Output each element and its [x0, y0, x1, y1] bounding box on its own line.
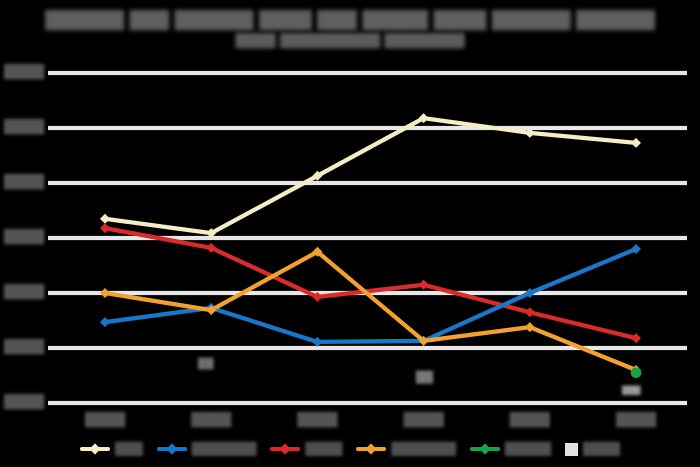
series-4-orange-marker	[524, 322, 535, 333]
series-1-cream-marker	[100, 213, 110, 224]
series-4-orange-marker	[100, 288, 110, 298]
series-3-red-marker	[631, 333, 641, 344]
series-3-red-line	[102, 225, 639, 341]
y-tick-label: ████	[4, 175, 44, 190]
legend-label: ████	[583, 442, 620, 456]
series-3-red-marker	[524, 307, 535, 318]
legend-item: ███	[80, 442, 143, 456]
legend-label: ███████	[191, 442, 257, 456]
series-4-orange-marker	[206, 305, 217, 316]
legend-item: ████	[565, 442, 620, 456]
series-1-cream-marker	[631, 137, 641, 148]
x-tick-label: ████	[509, 413, 550, 428]
legend-line-diamond-swatch	[270, 447, 301, 451]
annotation-blob: ██	[416, 371, 433, 384]
annotation-blob: ███	[622, 386, 641, 395]
legend-label: ███	[115, 442, 143, 456]
series-1-cream-marker	[206, 228, 217, 239]
y-tick-label: ████	[4, 230, 44, 245]
y-tick-label: ████	[4, 65, 44, 80]
legend-label: ███████	[391, 442, 456, 456]
gridline	[48, 70, 687, 76]
series-1-cream-marker	[418, 113, 429, 124]
x-tick-label: ████	[403, 413, 444, 428]
legend-line-diamond-swatch	[156, 447, 187, 451]
legend-line-diamond-swatch	[356, 447, 387, 451]
y-tick-label: ████	[4, 285, 44, 300]
series-3-red-marker	[312, 291, 323, 302]
x-tick-label: ████	[191, 413, 232, 428]
x-tick-label: ████	[297, 413, 338, 428]
legend-item: ███████	[356, 442, 456, 456]
series-4-orange-line	[102, 249, 639, 373]
x-tick-label: ████	[85, 413, 125, 428]
gridline	[48, 400, 687, 406]
series-3-red-marker	[100, 223, 110, 234]
series-3-red-marker	[418, 279, 429, 290]
y-tick-label: ████	[4, 395, 44, 410]
legend-line-diamond-swatch	[80, 447, 111, 451]
gridline	[48, 235, 687, 241]
legend-label: ████	[305, 442, 343, 456]
legend-label: █████	[504, 442, 552, 456]
series-5-green-point	[630, 367, 642, 379]
annotation-blob: ██	[198, 359, 214, 370]
chart-subtitle: ████ ██████████ ████████	[235, 34, 465, 49]
series-3-red-marker	[206, 242, 217, 253]
series-1-cream-marker	[524, 127, 535, 138]
legend-item: █████	[469, 442, 552, 456]
gridline	[48, 180, 687, 186]
legend-item: ███████	[156, 442, 257, 456]
y-tick-label: ████	[4, 340, 44, 355]
series-1-cream-marker	[312, 170, 323, 181]
series-2-blue-marker	[100, 317, 110, 328]
series-2-blue-line	[102, 246, 639, 345]
series-2-blue-marker	[631, 244, 641, 254]
gridline	[48, 125, 687, 131]
series-4-orange-marker	[418, 335, 429, 346]
series-4-orange-marker	[312, 246, 323, 257]
y-tick-label: ████	[4, 120, 44, 135]
series-2-blue-marker	[524, 288, 535, 298]
series-1-cream-line	[102, 115, 639, 236]
legend-line-diamond-swatch	[469, 447, 500, 451]
x-tick-label: ████	[616, 413, 656, 428]
chart-title: ██████ ███ ██████ ████ ███ █████ ████ ██…	[45, 11, 655, 31]
legend-item: ████	[270, 442, 342, 456]
gridline	[48, 345, 687, 351]
series-2-blue-marker	[312, 336, 323, 347]
legend: ███ ███████ ████ ███████ █████ ████	[0, 440, 700, 458]
legend-square-swatch	[565, 442, 579, 456]
